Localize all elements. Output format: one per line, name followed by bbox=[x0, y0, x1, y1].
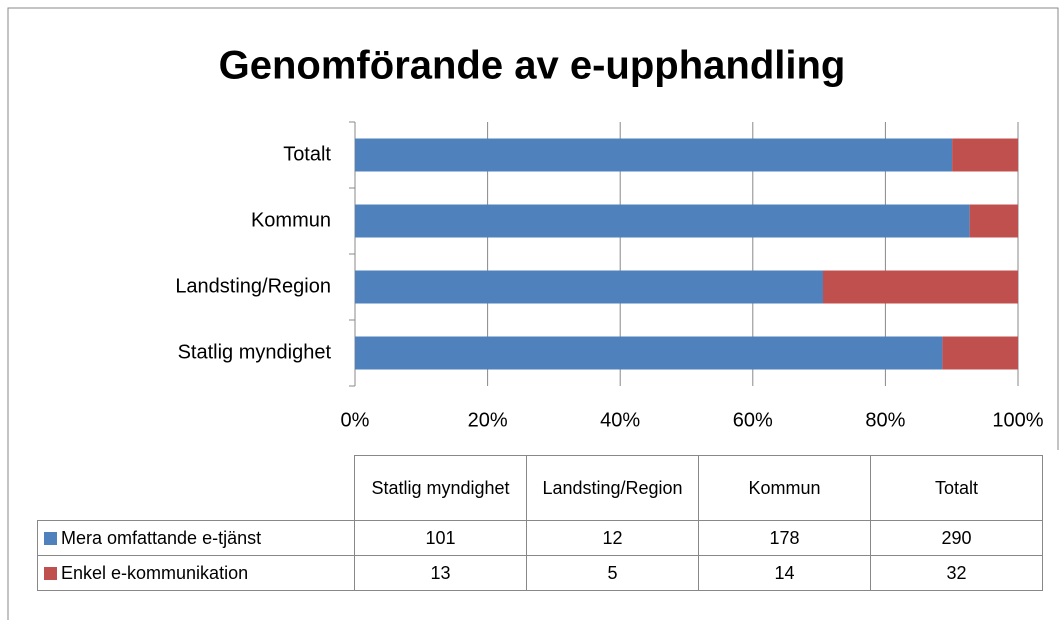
x-tick-label: 60% bbox=[733, 409, 773, 431]
x-tick-label: 80% bbox=[865, 409, 905, 431]
legend-key bbox=[44, 566, 57, 580]
data-table: Statlig myndighet Landsting/Region Kommun T… bbox=[37, 455, 1043, 591]
bar-segment bbox=[942, 336, 1018, 370]
bar-segment bbox=[355, 138, 953, 172]
table-value: 101 bbox=[354, 520, 527, 556]
legend-label: Mera omfattande e-tjänst bbox=[61, 527, 262, 548]
table-header: Landsting/Region bbox=[526, 455, 699, 521]
table-value: 14 bbox=[698, 555, 871, 591]
x-tick-label: 40% bbox=[600, 409, 640, 431]
legend-label: Enkel e-kommunikation bbox=[61, 562, 249, 583]
table-value: 290 bbox=[870, 520, 1043, 556]
x-tick-label: 0% bbox=[341, 409, 370, 431]
x-tick-label: 20% bbox=[468, 409, 508, 431]
y-tick-label: Kommun bbox=[251, 209, 331, 231]
legend-cell: Mera omfattande e-tjänst bbox=[37, 520, 355, 556]
bar-segment bbox=[355, 204, 970, 238]
y-tick-label: Totalt bbox=[283, 143, 331, 165]
bar-segment bbox=[969, 204, 1018, 238]
table-row: Mera omfattande e-tjänst 101 12 178 290 bbox=[37, 520, 1043, 556]
table-value: 5 bbox=[526, 555, 699, 591]
x-tick-label: 100% bbox=[992, 409, 1043, 431]
empty-cell bbox=[38, 456, 355, 521]
bar-segment bbox=[355, 336, 943, 370]
bar-segment bbox=[823, 270, 1018, 304]
chart-title: Genomförande av e-upphandling bbox=[219, 44, 846, 88]
legend-key bbox=[44, 531, 57, 545]
y-tick-label: Statlig myndighet bbox=[178, 341, 332, 363]
legend-cell: Enkel e-kommunikation bbox=[37, 555, 355, 591]
table-value: 178 bbox=[698, 520, 871, 556]
table-header: Kommun bbox=[698, 455, 871, 521]
table-header: Totalt bbox=[870, 455, 1043, 521]
bar-segment bbox=[355, 270, 823, 304]
table-header: Statlig myndighet bbox=[354, 455, 527, 521]
table-row: Enkel e-kommunikation 13 5 14 32 bbox=[37, 555, 1043, 591]
table-value: 13 bbox=[354, 555, 527, 591]
frame bbox=[7, 7, 1059, 620]
bar-segment bbox=[952, 138, 1018, 172]
y-tick-label: Landsting/Region bbox=[175, 275, 331, 297]
table-value: 32 bbox=[870, 555, 1043, 591]
table-value: 12 bbox=[526, 520, 699, 556]
